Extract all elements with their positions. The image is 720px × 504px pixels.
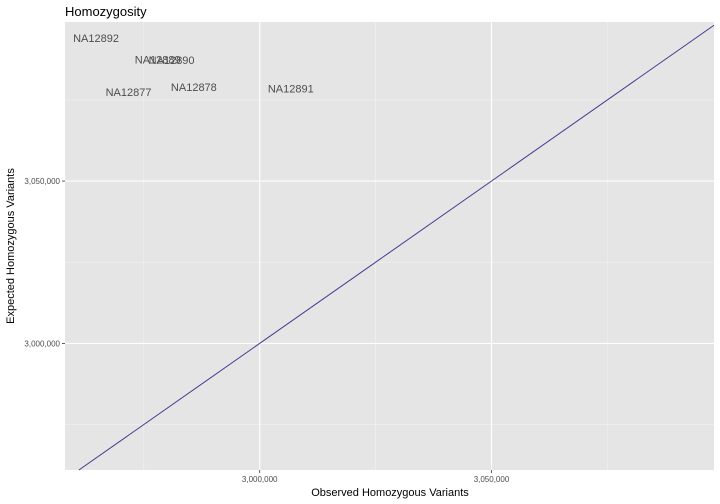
plot-panel xyxy=(65,22,714,470)
point-label: NA12890 xyxy=(149,55,195,67)
y-tick-label: 3,050,000 xyxy=(24,177,60,186)
point-label: NA12891 xyxy=(268,84,314,96)
x-tick-label: 3,000,000 xyxy=(242,475,278,484)
x-axis-title: Observed Homozygous Variants xyxy=(311,487,469,499)
y-axis-title: Expected Homozygous Variants xyxy=(5,168,17,324)
x-axis: 3,000,000 3,050,000 xyxy=(242,470,510,484)
identity-line xyxy=(78,24,715,471)
y-tick-label: 3,000,000 xyxy=(24,339,60,348)
chart-title: Homozygosity xyxy=(65,4,147,19)
point-label: NA12892 xyxy=(73,33,119,45)
point-label: NA12877 xyxy=(106,87,152,99)
y-axis: 3,000,000 3,050,000 xyxy=(24,177,65,348)
grid xyxy=(65,22,714,470)
point-label: NA12878 xyxy=(171,82,217,94)
point-label: NA12889 xyxy=(135,54,181,66)
x-tick-label: 3,050,000 xyxy=(474,475,510,484)
